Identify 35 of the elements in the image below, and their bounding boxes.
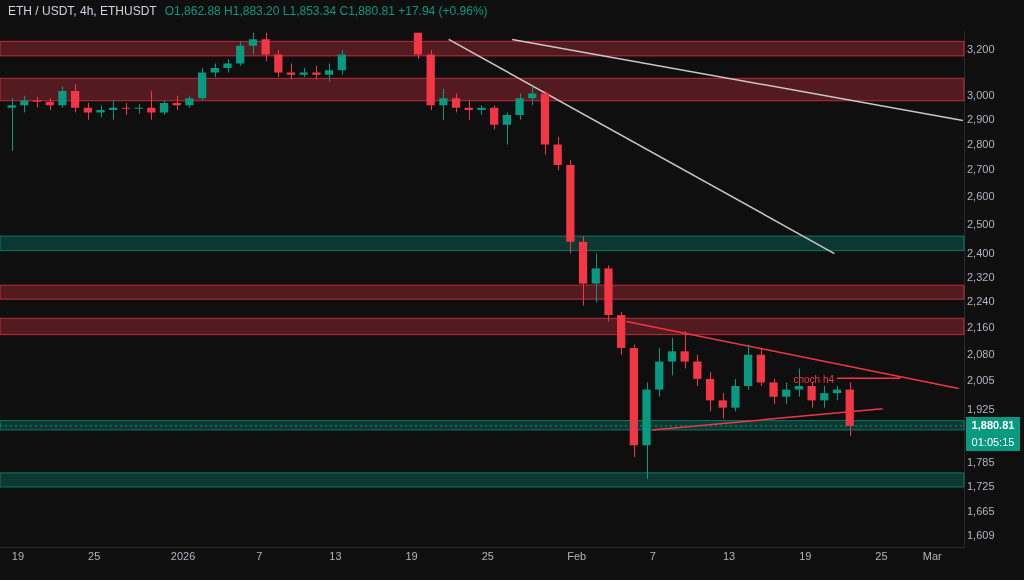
chart-title: ETH / USDT, 4h, ETHUSDT xyxy=(8,4,157,18)
y-tick-label: 2,080 xyxy=(967,347,995,360)
y-tick-label: 2,500 xyxy=(967,217,995,230)
y-tick-label: 3,000 xyxy=(967,88,995,101)
ref-line-label: 1,880.81 xyxy=(971,418,1015,431)
x-tick-label: 13 xyxy=(722,550,736,563)
y-tick-label: 2,320 xyxy=(967,270,995,283)
x-tick-label: 2026 xyxy=(170,550,196,563)
y-tick-label: 2,005 xyxy=(967,373,995,386)
y-tick-label: 2,800 xyxy=(967,137,995,150)
y-tick-label: 1,665 xyxy=(967,505,995,518)
y-tick-label: 2,400 xyxy=(967,246,995,259)
y-tick-label: 1,785 xyxy=(967,455,995,468)
y-tick-label: 1,609 xyxy=(967,529,995,542)
x-tick-label: Feb xyxy=(567,550,587,563)
text: 01:05:15 xyxy=(971,435,1015,448)
y-tick-label: 1,725 xyxy=(967,480,995,493)
x-tick-label: 25 xyxy=(481,550,494,563)
x-tick-label: 19 xyxy=(405,550,418,563)
y-tick-label: 2,160 xyxy=(967,321,995,334)
y-tick-label: 3,200 xyxy=(967,43,995,56)
y-tick-label: 1,925 xyxy=(967,402,995,415)
x-tick-label: 19 xyxy=(11,550,25,563)
x-tick-label: 7 xyxy=(256,550,263,563)
y-tick-label: 2,700 xyxy=(967,163,995,176)
chart-subtitle: O1,862.88 H1,883.20 L1,853.34 C1,880.81 +17.94 (+0.96%) xyxy=(164,4,488,18)
x-tick-label: 7 xyxy=(649,550,656,563)
x-tick-label: 13 xyxy=(329,550,342,563)
x-tick-label: 25 xyxy=(875,550,888,563)
y-tick-label: 2,900 xyxy=(967,112,995,125)
x-tick-label: 25 xyxy=(88,550,101,563)
x-tick-label: Mar xyxy=(922,550,943,563)
x-tick-label: 19 xyxy=(799,550,812,563)
y-tick-label: 2,600 xyxy=(967,189,995,202)
y-tick-label: 2,240 xyxy=(967,295,995,308)
